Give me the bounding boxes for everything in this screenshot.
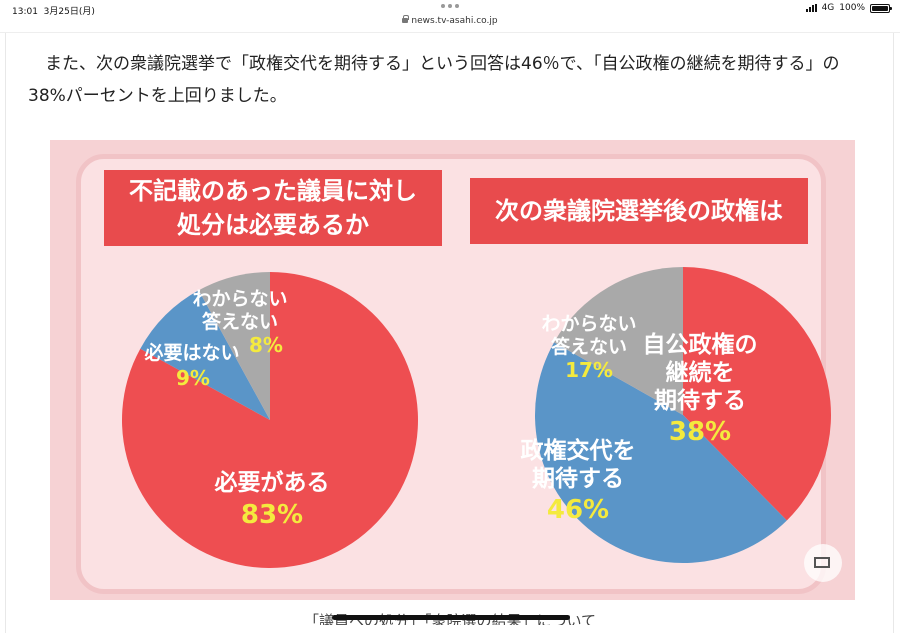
status-time: 13:01 3月25日(月) xyxy=(12,4,95,17)
status-bar: 13:01 3月25日(月) 4G 100% xyxy=(0,0,900,18)
home-indicator[interactable] xyxy=(332,615,570,620)
gallery-icon xyxy=(814,557,830,568)
left-no-label: 必要はない xyxy=(143,341,239,364)
pie-slice xyxy=(140,290,270,420)
left-yes-label: 必要がある xyxy=(215,469,330,496)
right-cont-label3: 期待する xyxy=(654,387,746,414)
date-label: 3月25日(月) xyxy=(43,7,95,17)
url-bar[interactable]: news.tv-asahi.co.jp xyxy=(0,15,900,30)
article-paragraph: また、次の衆議院選挙で「政権交代を期待する」という回答は46％で、「自公政権の継… xyxy=(28,54,840,106)
left-no-pct: 9% xyxy=(176,366,210,390)
right-change-pct: 46% xyxy=(547,495,609,525)
right-dk-label1: わからない xyxy=(541,313,636,335)
time-label: 13:01 xyxy=(12,7,38,17)
divider xyxy=(0,32,900,33)
pie-slice xyxy=(554,267,683,415)
multitasking-dots-icon[interactable] xyxy=(441,4,459,8)
pie-slice xyxy=(198,272,270,420)
pie-slice xyxy=(683,267,831,521)
right-dk-pct: 17% xyxy=(565,358,613,382)
divider xyxy=(5,33,6,633)
right-change-label2: 期待する xyxy=(532,465,624,492)
battery-icon xyxy=(870,3,892,13)
left-dk-label2: 答えない xyxy=(202,310,278,333)
url-text: news.tv-asahi.co.jp xyxy=(411,16,498,26)
battery-percent: 100% xyxy=(839,3,865,13)
left-dk-label1: わからない xyxy=(192,288,287,310)
right-change-label1: 政権交代を xyxy=(521,437,636,464)
divider xyxy=(893,33,894,633)
left-title-line2: 処分は必要あるか xyxy=(177,211,369,239)
left-dk-pct: 8% xyxy=(249,333,283,357)
right-cont-label1: 自公政権の xyxy=(643,331,758,358)
signal-icon xyxy=(805,4,817,12)
expand-image-button[interactable] xyxy=(804,544,842,582)
right-chart-title: 次の衆議院選挙後の政権は xyxy=(470,178,808,244)
right-cont-pct: 38% xyxy=(669,417,731,447)
left-chart-title: 不記載のあった議員に対し 処分は必要あるか xyxy=(104,170,442,246)
left-yes-pct: 83% xyxy=(241,500,303,530)
poll-figure[interactable]: 不記載のあった議員に対し 処分は必要あるか 次の衆議院選挙後の政権は わからない… xyxy=(50,140,855,600)
right-cont-label2: 継続を xyxy=(666,359,735,386)
pie-chart-left xyxy=(122,272,418,568)
right-dk-label2: 答えない xyxy=(551,335,627,358)
network-label: 4G xyxy=(821,3,835,13)
pie-charts: わからない 答えない 8% 必要はない 9% 必要がある 83% わからない 答… xyxy=(122,267,831,568)
pie-chart-right xyxy=(535,267,831,563)
left-title-line1: 不記載のあった議員に対し xyxy=(129,177,417,205)
lock-icon xyxy=(402,15,410,23)
pie-slice xyxy=(535,342,787,563)
status-indicators: 4G 100% xyxy=(805,3,892,13)
